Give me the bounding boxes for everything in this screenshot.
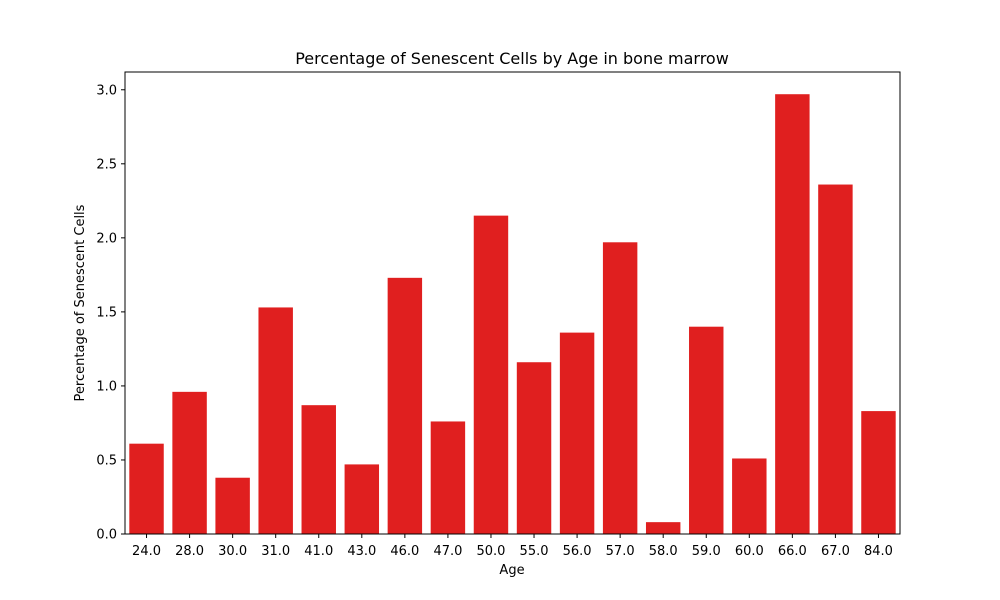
y-tick-label: 2.0 <box>96 231 117 246</box>
x-tick-label: 58.0 <box>649 544 678 559</box>
x-tick-label: 56.0 <box>563 544 592 559</box>
bars-group <box>129 94 896 535</box>
x-tick-label: 84.0 <box>864 544 893 559</box>
x-tick-label: 30.0 <box>218 544 247 559</box>
x-tick-label: 24.0 <box>132 544 161 559</box>
bar-56.0 <box>559 332 595 534</box>
x-tick-label: 28.0 <box>175 544 204 559</box>
x-axis-ticks: 24.0 28.0 30.0 31.0 41.0 43.0 46.0 47.0 50.0 55.0… <box>132 534 893 559</box>
x-tick-label: 50.0 <box>476 544 505 559</box>
bar-30.0 <box>215 477 250 534</box>
bar-58.0 <box>645 522 681 534</box>
x-tick-label: 46.0 <box>390 544 419 559</box>
x-tick-label: 47.0 <box>433 544 462 559</box>
bar-84.0 <box>861 411 896 534</box>
y-axis-ticks: 0.0 0.5 1.0 1.5 2.0 2.5 3.0 <box>96 83 125 543</box>
bar-67.0 <box>818 184 853 535</box>
bar-57.0 <box>602 242 638 535</box>
x-tick-label: 59.0 <box>692 544 721 559</box>
y-tick-label: 1.0 <box>96 379 117 394</box>
x-tick-label: 60.0 <box>735 544 764 559</box>
x-tick-label: 55.0 <box>520 544 549 559</box>
bar-46.0 <box>387 277 423 534</box>
bar-24.0 <box>129 443 164 534</box>
bar-59.0 <box>689 326 724 534</box>
x-axis-label: Age <box>499 563 524 578</box>
y-tick-label: 0.5 <box>96 453 117 468</box>
bar-50.0 <box>473 215 509 534</box>
plot-frame <box>124 71 901 535</box>
y-tick-label: 2.5 <box>96 157 117 172</box>
y-tick-label: 1.5 <box>96 305 117 320</box>
y-tick-label: 0.0 <box>96 528 117 543</box>
x-tick-label: 41.0 <box>304 544 333 559</box>
bar-60.0 <box>732 458 767 534</box>
x-tick-label: 66.0 <box>778 544 807 559</box>
x-tick-label: 57.0 <box>606 544 635 559</box>
bar-66.0 <box>775 94 810 534</box>
y-axis-label: Percentage of Senescent Cells <box>73 204 88 401</box>
bar-41.0 <box>301 405 336 534</box>
bar-31.0 <box>258 307 293 534</box>
bar-28.0 <box>172 391 207 534</box>
x-tick-label: 43.0 <box>347 544 376 559</box>
bar-47.0 <box>430 421 466 534</box>
chart-title: Percentage of Senescent Cells by Age in … <box>295 49 729 68</box>
x-tick-label: 67.0 <box>821 544 850 559</box>
bar-55.0 <box>516 362 552 534</box>
y-tick-label: 3.0 <box>96 83 117 98</box>
bar-43.0 <box>344 464 380 534</box>
x-tick-label: 31.0 <box>261 544 290 559</box>
